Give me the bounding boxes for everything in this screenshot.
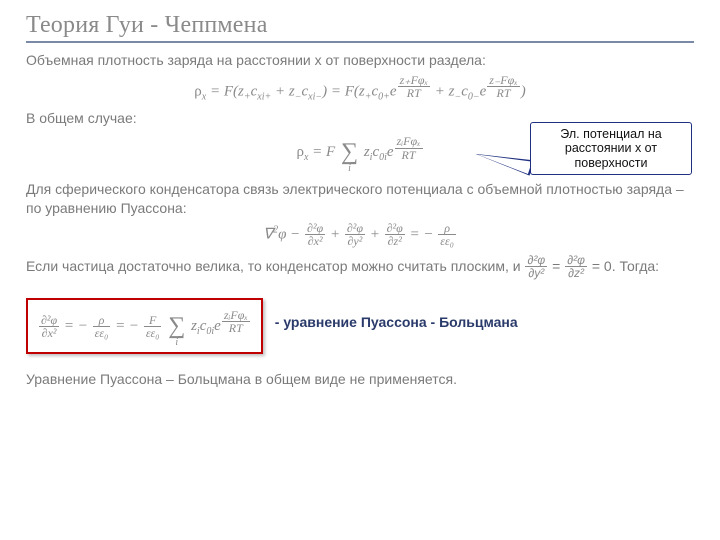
eq3-t1n: ∂²φ xyxy=(305,222,325,235)
equation-1: ρx = F(z+cxi+ + z−cxi−) = F(z+c0+ez₊FφₓR… xyxy=(26,74,694,103)
eq4-exp-den: RT xyxy=(222,321,250,335)
eq4-t2n: ρ xyxy=(93,314,111,327)
eq3-t1d: ∂x² xyxy=(305,234,325,248)
eq4-t1d: ∂x² xyxy=(39,326,59,340)
p4-frac2d: ∂z² xyxy=(565,266,587,280)
paragraph-1: Объемная плотность заряда на расстоянии … xyxy=(26,51,694,70)
paragraph-5: Уравнение Пуассона – Больцмана в общем в… xyxy=(26,370,694,389)
eq1-exp1-num: z₊Fφₓ xyxy=(398,74,430,87)
eq2-exp-den: RT xyxy=(395,148,423,162)
eq3-rd: εε₀ xyxy=(438,234,456,248)
eq3-t3d: ∂z² xyxy=(385,234,405,248)
eq1-exp2-den: RT xyxy=(487,86,519,100)
slide-title: Теория Гуи - Чеппмена xyxy=(26,12,694,39)
eq3-t2d: ∂y² xyxy=(345,234,365,248)
p4-frac1n: ∂²φ xyxy=(525,254,547,267)
eq4-sum-lower: i xyxy=(168,338,185,348)
highlighted-equation-box: ∂²φ∂x² = − ρεε₀ = − Fεε₀ ∑i zic0iezᵢFφₓR… xyxy=(26,298,263,354)
paragraph-4: Если частица достаточно велика, то конде… xyxy=(26,254,694,280)
poisson-boltzmann-label: - уравнение Пуассона - Больцмана xyxy=(275,314,518,330)
eq2-exp-num: zᵢFφₓ xyxy=(395,135,423,148)
eq4-sum-symbol: ∑i xyxy=(168,306,185,348)
eq4-t1n: ∂²φ xyxy=(39,314,59,327)
sum-symbol: ∑i xyxy=(341,132,358,174)
eq4-t3d: εε₀ xyxy=(144,326,162,340)
equation-4: ∂²φ∂x² = − ρεε₀ = − Fεε₀ ∑i zic0iezᵢFφₓR… xyxy=(38,306,251,348)
eq4-exp-num: zᵢFφₓ xyxy=(222,309,250,322)
eq1-exp2-num: z₋Fφₓ xyxy=(487,74,519,87)
eq3-t3n: ∂²φ xyxy=(385,222,405,235)
eq3-t2n: ∂²φ xyxy=(345,222,365,235)
eq2-sum-lower: i xyxy=(341,164,358,174)
paragraph-3: Для сферического конденсатора связь элек… xyxy=(26,180,694,218)
p4-frac1d: ∂y² xyxy=(525,266,547,280)
eq4-t3n: F xyxy=(144,314,162,327)
p4-text-a: Если частица достаточно велика, то конде… xyxy=(26,258,524,274)
callout-box: Эл. потенциал на расстоянии x от поверхн… xyxy=(530,122,692,175)
title-underline xyxy=(26,41,694,43)
p4-eq: = xyxy=(552,258,564,274)
slide: Теория Гуи - Чеппмена Объемная плотность… xyxy=(0,0,720,540)
eq1-exp1-den: RT xyxy=(398,86,430,100)
equation-3: ∇2φ − ∂²φ∂x² + ∂²φ∂y² + ∂²φ∂z² = − ρεε₀ xyxy=(26,222,694,248)
poisson-boltzmann-row: ∂²φ∂x² = − ρεε₀ = − Fεε₀ ∑i zic0iezᵢFφₓR… xyxy=(26,290,694,354)
eq4-t2d: εε₀ xyxy=(93,326,111,340)
eq3-rn: ρ xyxy=(438,222,456,235)
p4-frac2n: ∂²φ xyxy=(565,254,587,267)
p4-text-b: = 0. Тогда: xyxy=(592,258,659,274)
